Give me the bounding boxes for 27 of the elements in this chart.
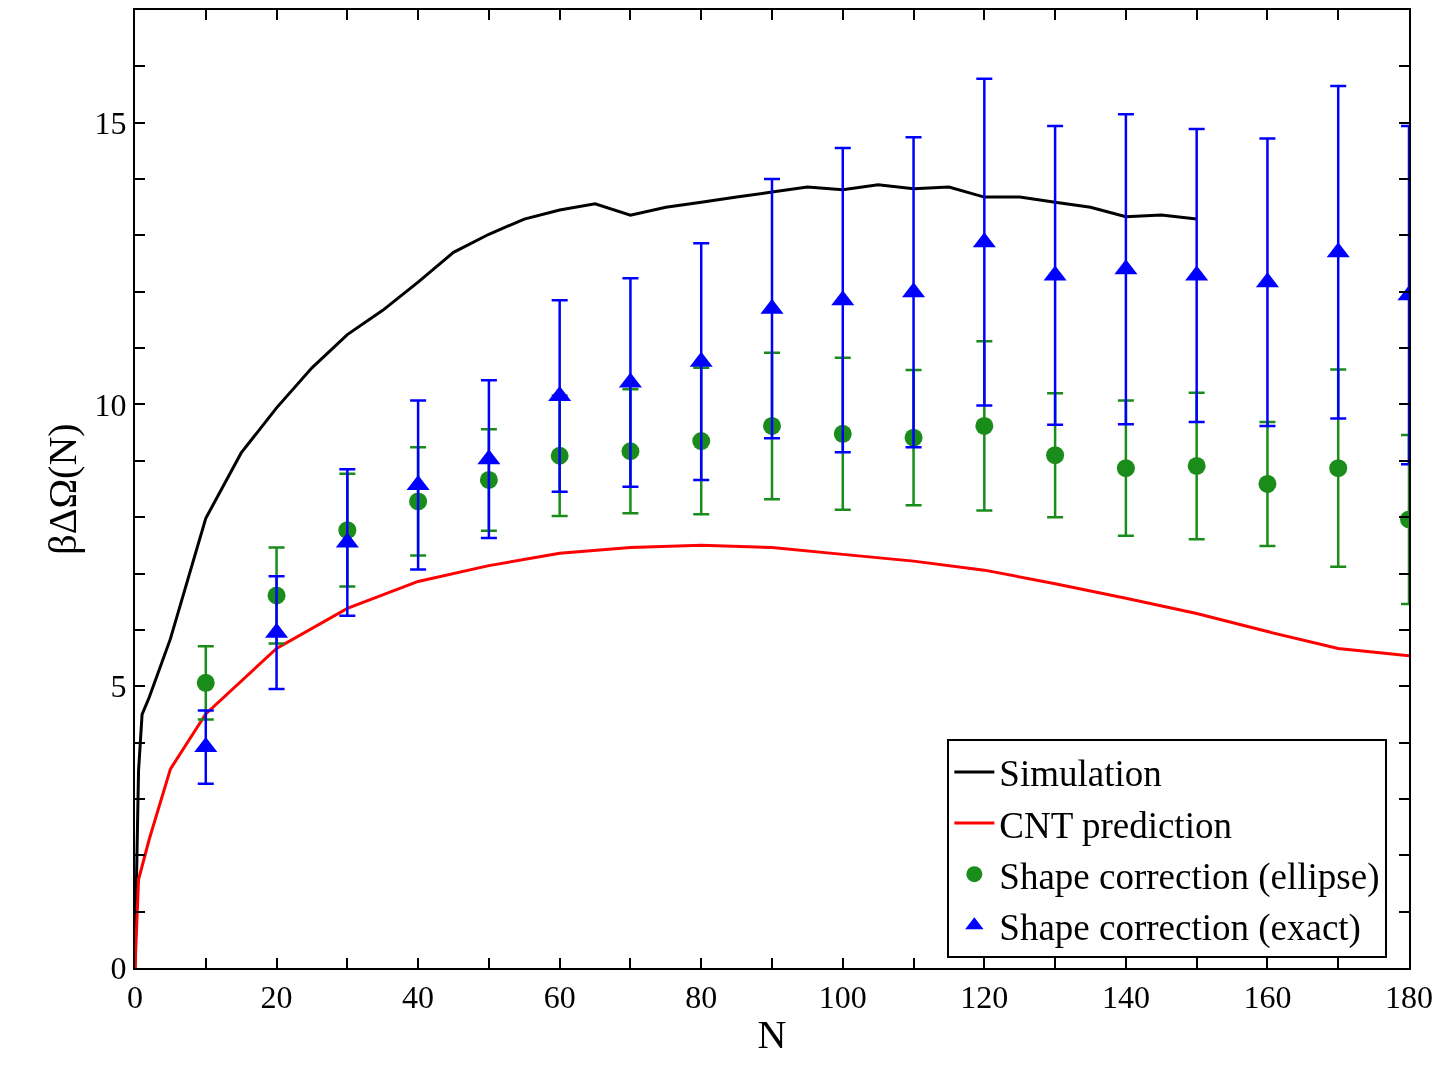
y-tick-label: 15 <box>94 104 127 141</box>
point <box>1329 459 1348 478</box>
y-axis-title: βΔΩ(N) <box>39 423 85 555</box>
x-tick-label: 60 <box>543 979 576 1016</box>
point <box>196 673 215 692</box>
y-tick-label: 0 <box>110 950 127 987</box>
x-axis-title: N <box>757 1012 787 1058</box>
x-tick-label: 160 <box>1243 979 1292 1016</box>
legend-label: CNT prediction <box>999 804 1232 846</box>
y-tick-label: 5 <box>110 668 127 705</box>
legend-label: Shape correction (ellipse) <box>999 855 1380 898</box>
x-tick-label: 120 <box>960 979 1009 1016</box>
point <box>1187 456 1206 475</box>
x-tick-label: 80 <box>685 979 718 1016</box>
x-tick-label: 20 <box>260 979 293 1016</box>
point <box>1258 474 1277 493</box>
x-tick-label: 40 <box>402 979 435 1016</box>
x-tick-label: 140 <box>1101 979 1150 1016</box>
y-tick-label: 10 <box>94 386 127 423</box>
point <box>1116 459 1135 478</box>
point <box>975 416 994 435</box>
x-tick-label: 100 <box>818 979 867 1016</box>
x-tick-label: 180 <box>1385 979 1433 1016</box>
legend-label: Simulation <box>999 753 1162 795</box>
line-series <box>135 543 1409 968</box>
legend-label: Shape correction (exact) <box>999 906 1361 949</box>
point <box>1046 446 1065 465</box>
